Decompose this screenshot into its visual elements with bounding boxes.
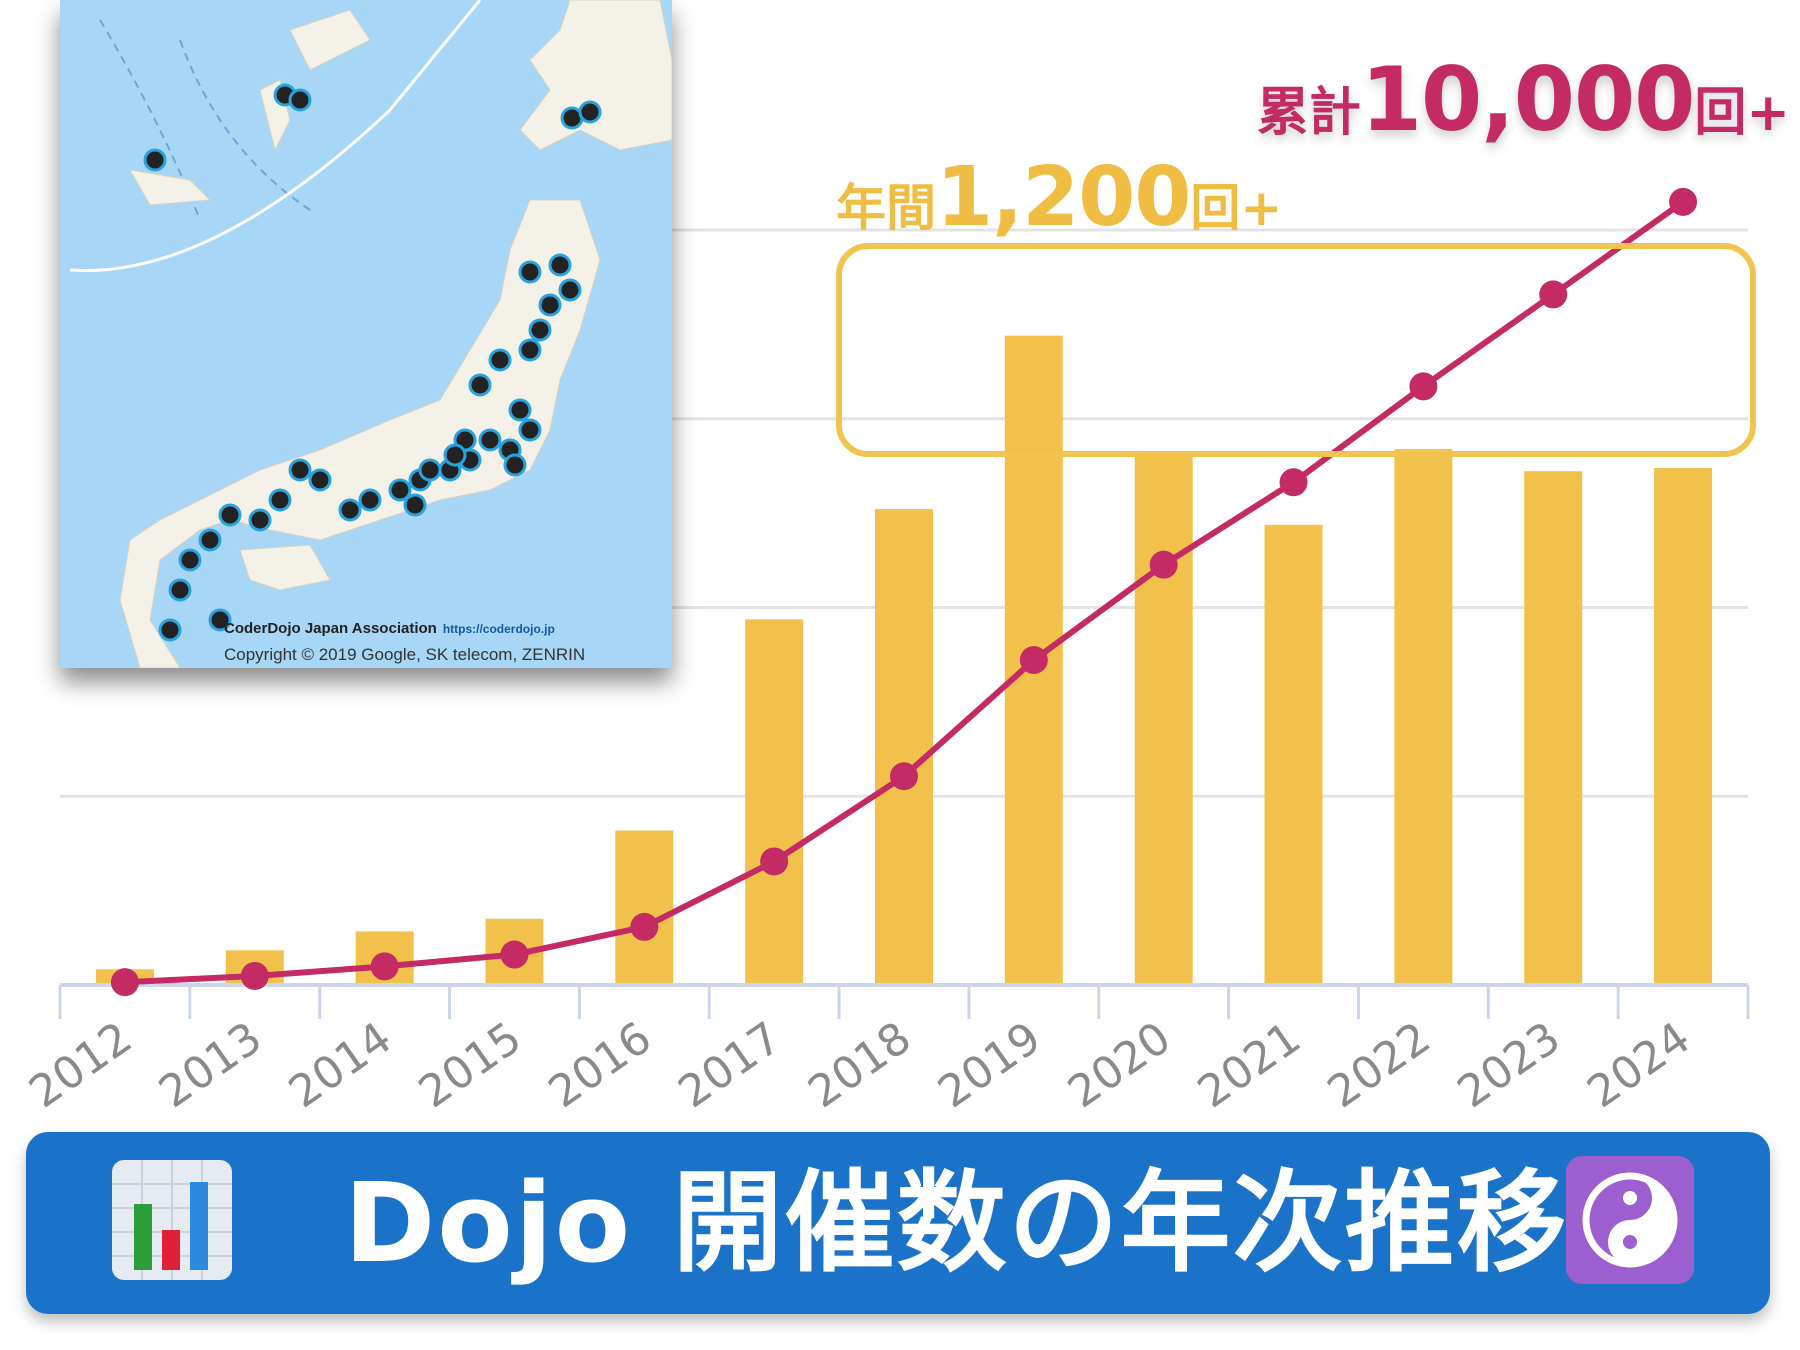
dojo-pin-icon bbox=[143, 148, 167, 172]
map-credit: CoderDojo Japan Association https://coder… bbox=[224, 620, 555, 637]
line-point-2022 bbox=[1409, 372, 1438, 401]
annual-prefix: 年間 bbox=[836, 179, 936, 237]
cumulative-annotation: 累計10,000回+ bbox=[1257, 48, 1790, 151]
bar-2022 bbox=[1394, 449, 1453, 985]
highlight-box bbox=[836, 243, 1756, 457]
footer-banner: Dojo 開催数の年次推移 bbox=[26, 1132, 1770, 1314]
dojo-pin-icon bbox=[288, 88, 312, 112]
dojo-pin-icon bbox=[518, 260, 542, 284]
line-point-2017 bbox=[760, 847, 789, 876]
dojo-pin-icon bbox=[578, 100, 602, 124]
line-point-2012 bbox=[110, 968, 139, 997]
line-point-2019 bbox=[1019, 646, 1048, 675]
dojo-pin-icon bbox=[218, 503, 242, 527]
map-copyright: Copyright © 2019 Google, SK telecom, ZEN… bbox=[224, 645, 586, 664]
x-tick-label: 2017 bbox=[669, 1012, 790, 1118]
dojo-pin-icon bbox=[548, 253, 572, 277]
dojo-pin-icon bbox=[168, 578, 192, 602]
x-tick-label: 2015 bbox=[410, 1012, 531, 1118]
line-point-2014 bbox=[370, 952, 399, 981]
cumulative-suffix: 回+ bbox=[1694, 83, 1790, 143]
dojo-pin-icon bbox=[518, 338, 542, 362]
dojo-pin-icon bbox=[518, 418, 542, 442]
dojo-pin-icon bbox=[538, 293, 562, 317]
dojo-pin-icon bbox=[508, 398, 532, 422]
cumulative-value: 10,000 bbox=[1360, 48, 1696, 151]
x-axis bbox=[58, 983, 1750, 1019]
map-credit-name: CoderDojo Japan Association bbox=[224, 620, 437, 637]
x-tick-label: 2019 bbox=[929, 1012, 1050, 1118]
x-tick-label: 2021 bbox=[1189, 1012, 1310, 1118]
dojo-pin-icon bbox=[198, 528, 222, 552]
bar-2018 bbox=[875, 509, 933, 985]
annual-annotation: 年間1,200回+ bbox=[836, 150, 1282, 245]
dojo-pin-icon bbox=[528, 318, 552, 342]
dojo-pin-icon bbox=[248, 508, 272, 532]
x-tick-label: 2018 bbox=[799, 1012, 920, 1118]
dojo-pin-icon bbox=[488, 348, 512, 372]
dojo-pin-icon bbox=[503, 453, 527, 477]
bars bbox=[95, 335, 1713, 986]
yin-yang-icon bbox=[1566, 1156, 1694, 1284]
line-point-2016 bbox=[630, 912, 659, 941]
dojo-pin-icon bbox=[308, 468, 332, 492]
dojo-pin-icon bbox=[178, 548, 202, 572]
bar-2021 bbox=[1264, 524, 1323, 985]
line-point-2015 bbox=[500, 940, 529, 969]
dojo-pin-icon bbox=[468, 373, 492, 397]
footer-title: Dojo 開催数の年次推移 bbox=[344, 1159, 1569, 1287]
bar-2024 bbox=[1654, 468, 1713, 986]
x-tick-label: 2012 bbox=[20, 1012, 141, 1118]
x-tick-label: 2022 bbox=[1319, 1012, 1440, 1118]
bar-2020 bbox=[1134, 452, 1193, 986]
x-tick-label: 2024 bbox=[1578, 1012, 1699, 1118]
dojo-pin-icon bbox=[338, 498, 362, 522]
line-point-2023 bbox=[1539, 280, 1568, 309]
dojo-pin-icon bbox=[268, 488, 292, 512]
dojo-pin-icon bbox=[388, 478, 412, 502]
line-point-2018 bbox=[890, 762, 918, 791]
line-point-2013 bbox=[240, 961, 269, 990]
dojo-pin-icon bbox=[288, 458, 312, 482]
annual-value: 1,200 bbox=[936, 150, 1191, 245]
x-tick-labels: 2012 2013 2014 2015 2016 2017 2018 2019 2020 2021… bbox=[20, 1012, 1699, 1118]
chart: 2012 2013 2014 2015 2016 2017 2018 2019 2020 2021… bbox=[20, 187, 1750, 1118]
x-tick-label: 2014 bbox=[280, 1012, 401, 1118]
line-point-2024 bbox=[1669, 187, 1698, 216]
annual-suffix: 回+ bbox=[1190, 179, 1283, 237]
line-point-2021 bbox=[1279, 468, 1308, 497]
bar-2016 bbox=[615, 830, 674, 985]
dojo-pin-icon bbox=[358, 488, 382, 512]
dojo-pin-icon bbox=[478, 428, 502, 452]
dojo-pin-icon bbox=[418, 458, 442, 482]
dojo-pin-icon bbox=[208, 608, 232, 632]
bar-2023 bbox=[1524, 471, 1583, 985]
x-tick-label: 2013 bbox=[150, 1012, 271, 1118]
bar-2017 bbox=[745, 619, 804, 985]
map-credit-url[interactable]: https://coderdojo.jp bbox=[442, 622, 555, 636]
cumulative-prefix: 累計 bbox=[1256, 83, 1361, 143]
bar-chart-icon bbox=[112, 1160, 232, 1280]
line-point-2020 bbox=[1149, 550, 1178, 579]
dojo-pin-icon bbox=[403, 493, 427, 517]
x-tick-label: 2016 bbox=[540, 1012, 661, 1118]
x-tick-label: 2020 bbox=[1059, 1012, 1180, 1118]
dojo-pin-icon bbox=[158, 618, 182, 642]
dojo-pin-icon bbox=[443, 443, 467, 467]
dojo-pin-icon bbox=[558, 278, 582, 302]
japan-map-inset: CoderDojo Japan Association https://coder… bbox=[60, 0, 672, 668]
dojo-map-pins bbox=[143, 83, 602, 642]
cumulative-line bbox=[110, 187, 1698, 997]
x-tick-label: 2023 bbox=[1449, 1012, 1570, 1118]
